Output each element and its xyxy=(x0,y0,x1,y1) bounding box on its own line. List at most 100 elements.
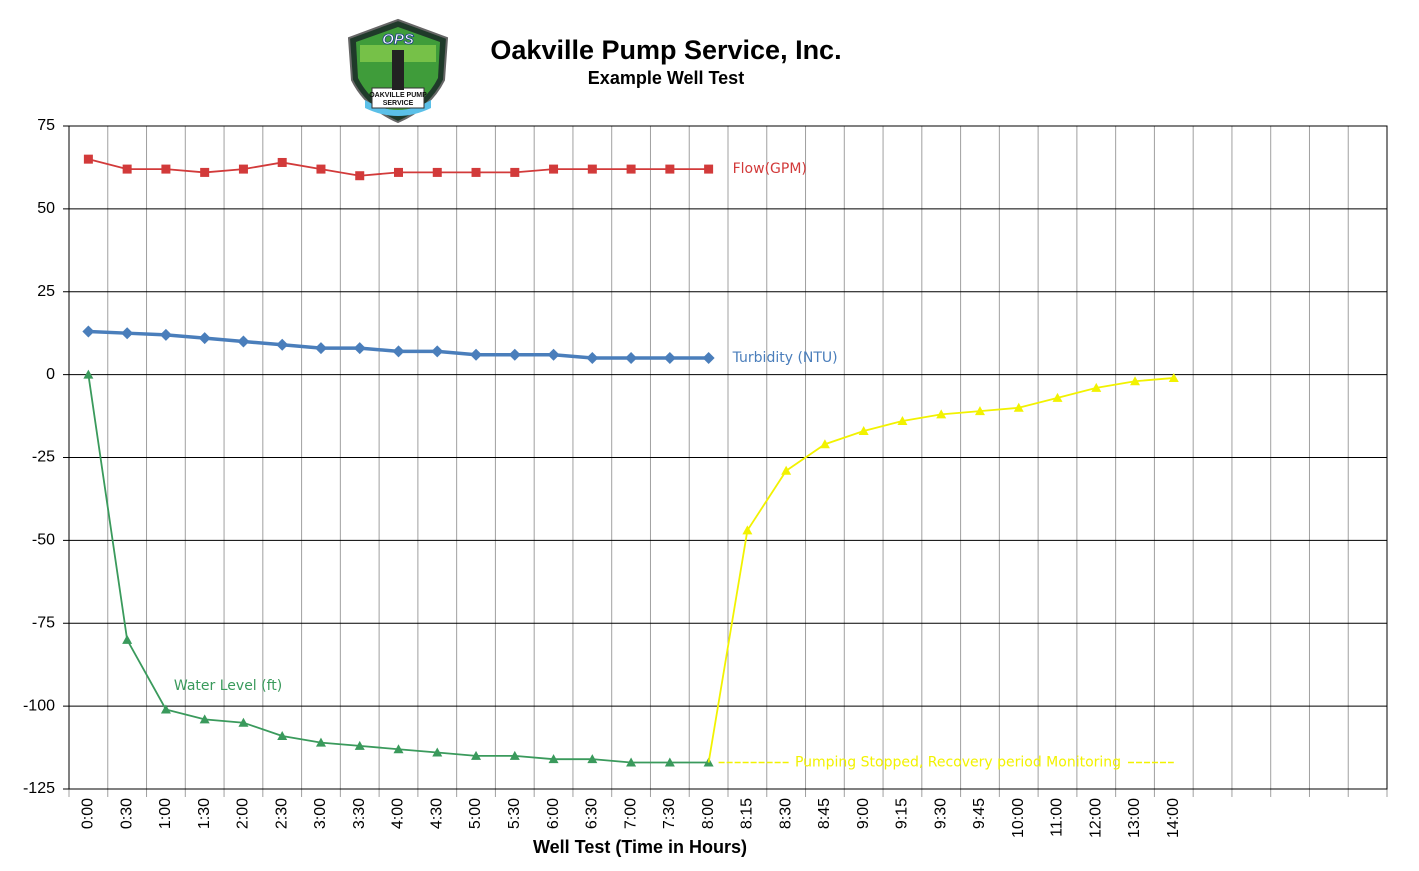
marker xyxy=(83,154,93,164)
x-tick-label: 10:00 xyxy=(1010,798,1027,838)
marker xyxy=(936,409,947,419)
logo-name: OAKVILLE PUMP xyxy=(369,92,427,99)
logo-name: SERVICE xyxy=(383,100,414,107)
y-tick-label: 0 xyxy=(46,366,55,383)
x-tick-label: 12:00 xyxy=(1087,798,1104,838)
marker xyxy=(82,325,95,338)
marker xyxy=(819,439,830,449)
chart-subtitle: Example Well Test xyxy=(588,68,744,88)
marker xyxy=(704,164,714,174)
series-line xyxy=(87,374,709,764)
x-tick-label: 5:00 xyxy=(467,798,484,829)
marker xyxy=(199,714,210,724)
marker xyxy=(508,348,521,361)
y-tick-label: 50 xyxy=(37,200,55,217)
marker xyxy=(122,634,133,644)
x-tick-label: 6:30 xyxy=(584,798,601,829)
x-tick-label: 14:00 xyxy=(1165,798,1182,838)
marker xyxy=(664,757,675,767)
marker xyxy=(394,167,403,177)
x-tick-label: 8:30 xyxy=(777,798,794,829)
x-tick-label: 0:30 xyxy=(118,798,135,829)
x-tick-label: 6:00 xyxy=(545,798,562,829)
marker xyxy=(742,525,753,535)
marker xyxy=(663,352,676,365)
x-tick-label: 8:45 xyxy=(816,798,833,829)
x-tick-label: 8:00 xyxy=(700,798,717,829)
x-tick-label: 4:00 xyxy=(390,798,407,829)
marker xyxy=(702,352,715,365)
marker xyxy=(159,328,172,341)
marker xyxy=(1013,402,1024,412)
marker xyxy=(354,740,365,750)
y-tick-label: -25 xyxy=(32,449,55,466)
marker xyxy=(1168,372,1179,382)
marker xyxy=(198,332,211,345)
annotation: Pumping Stopped, Recovery period Monitor… xyxy=(795,754,1121,770)
marker xyxy=(237,335,250,348)
marker xyxy=(121,327,134,340)
x-tick-label: 0:00 xyxy=(80,798,97,829)
x-tick-label: 9:00 xyxy=(855,798,872,829)
marker xyxy=(586,352,599,365)
chart-title: Oakville Pump Service, Inc. xyxy=(490,35,841,65)
x-tick-label: 3:00 xyxy=(312,798,329,829)
marker xyxy=(625,352,638,365)
y-tick-label: -75 xyxy=(32,614,55,631)
x-tick-label: 1:30 xyxy=(196,798,213,829)
marker xyxy=(238,164,248,174)
logo-initials: OPS xyxy=(382,31,414,48)
x-tick-label: 9:15 xyxy=(894,798,911,829)
marker xyxy=(1091,382,1102,392)
x-tick-label: 11:00 xyxy=(1049,798,1066,837)
marker xyxy=(431,345,444,358)
x-tick-label: 5:30 xyxy=(506,798,523,829)
x-tick-label: 8:15 xyxy=(739,798,756,829)
marker xyxy=(432,167,442,177)
y-tick-label: 25 xyxy=(37,283,55,300)
y-tick-label: -50 xyxy=(32,532,55,549)
marker xyxy=(548,754,559,764)
marker xyxy=(160,704,171,714)
x-tick-label: 2:00 xyxy=(235,798,252,829)
marker xyxy=(509,750,520,760)
marker xyxy=(471,167,481,177)
x-tick-label: 1:00 xyxy=(157,798,174,829)
plot-border xyxy=(68,125,1388,790)
series-label: Flow(GPM) xyxy=(733,161,807,177)
marker xyxy=(626,757,637,767)
marker xyxy=(355,171,365,181)
marker xyxy=(974,406,985,416)
marker xyxy=(587,164,597,174)
x-tick-label: 7:30 xyxy=(661,798,678,829)
logo: OPS OAKVILLE PUMP SERVICE xyxy=(347,18,449,124)
x-tick-label: 4:30 xyxy=(428,798,445,829)
marker xyxy=(858,425,869,435)
marker xyxy=(316,164,326,174)
marker xyxy=(315,737,326,747)
marker xyxy=(277,157,287,167)
series-label: Turbidity (NTU) xyxy=(732,350,838,366)
marker xyxy=(393,744,404,754)
marker xyxy=(470,348,483,361)
x-tick-label: 9:45 xyxy=(971,798,988,829)
x-tick-label: 13:00 xyxy=(1126,798,1143,838)
marker xyxy=(1130,376,1141,386)
y-tick-label: -100 xyxy=(23,697,55,714)
marker xyxy=(200,167,210,177)
marker xyxy=(238,717,249,727)
marker xyxy=(510,167,520,177)
marker xyxy=(781,465,792,475)
series-line xyxy=(707,377,1174,763)
marker xyxy=(353,342,366,355)
marker xyxy=(432,747,443,757)
marker xyxy=(471,750,482,760)
marker xyxy=(626,164,636,174)
marker xyxy=(665,164,675,174)
y-tick-label: 75 xyxy=(37,117,55,134)
marker xyxy=(161,164,171,174)
x-tick-label: 3:30 xyxy=(351,798,368,829)
marker xyxy=(122,164,132,174)
marker xyxy=(897,416,908,426)
